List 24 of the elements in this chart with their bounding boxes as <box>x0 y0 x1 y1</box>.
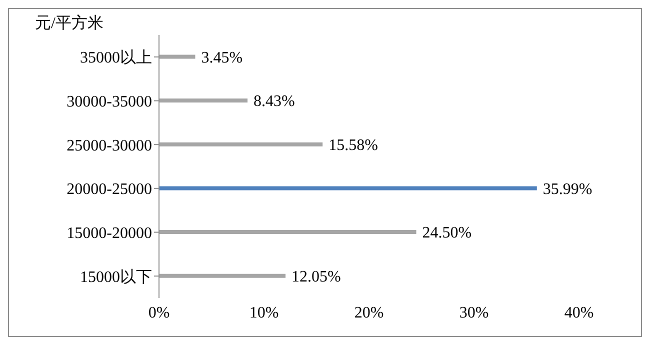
data-label: 3.45% <box>201 49 243 66</box>
x-tick-label: 30% <box>459 304 489 322</box>
data-label: 12.05% <box>292 268 341 286</box>
bar <box>159 186 537 190</box>
y-tick-label: 15000以下 <box>80 268 152 286</box>
data-label: 24.50% <box>422 224 472 242</box>
y-tick-label: 25000-30000 <box>66 137 152 154</box>
x-tick-label: 10% <box>249 304 279 322</box>
y-tick-label: 35000以上 <box>80 48 152 67</box>
x-tick-label: 20% <box>354 304 384 322</box>
x-tick-label: 40% <box>564 304 594 322</box>
x-tick-label: 0% <box>148 304 170 322</box>
bar <box>159 230 416 234</box>
data-label: 15.58% <box>328 136 378 154</box>
bar <box>159 98 248 103</box>
y-tick-label: 15000-20000 <box>66 224 152 242</box>
data-label: 35.99% <box>542 180 592 198</box>
y-tick-label: 30000-35000 <box>66 93 152 110</box>
y-tick-label: 20000-25000 <box>66 181 152 198</box>
bar <box>159 142 323 146</box>
bar <box>159 274 286 278</box>
data-label: 8.43% <box>254 93 295 110</box>
bar <box>159 54 196 59</box>
y-axis-title: 元/平方米 <box>35 14 104 34</box>
